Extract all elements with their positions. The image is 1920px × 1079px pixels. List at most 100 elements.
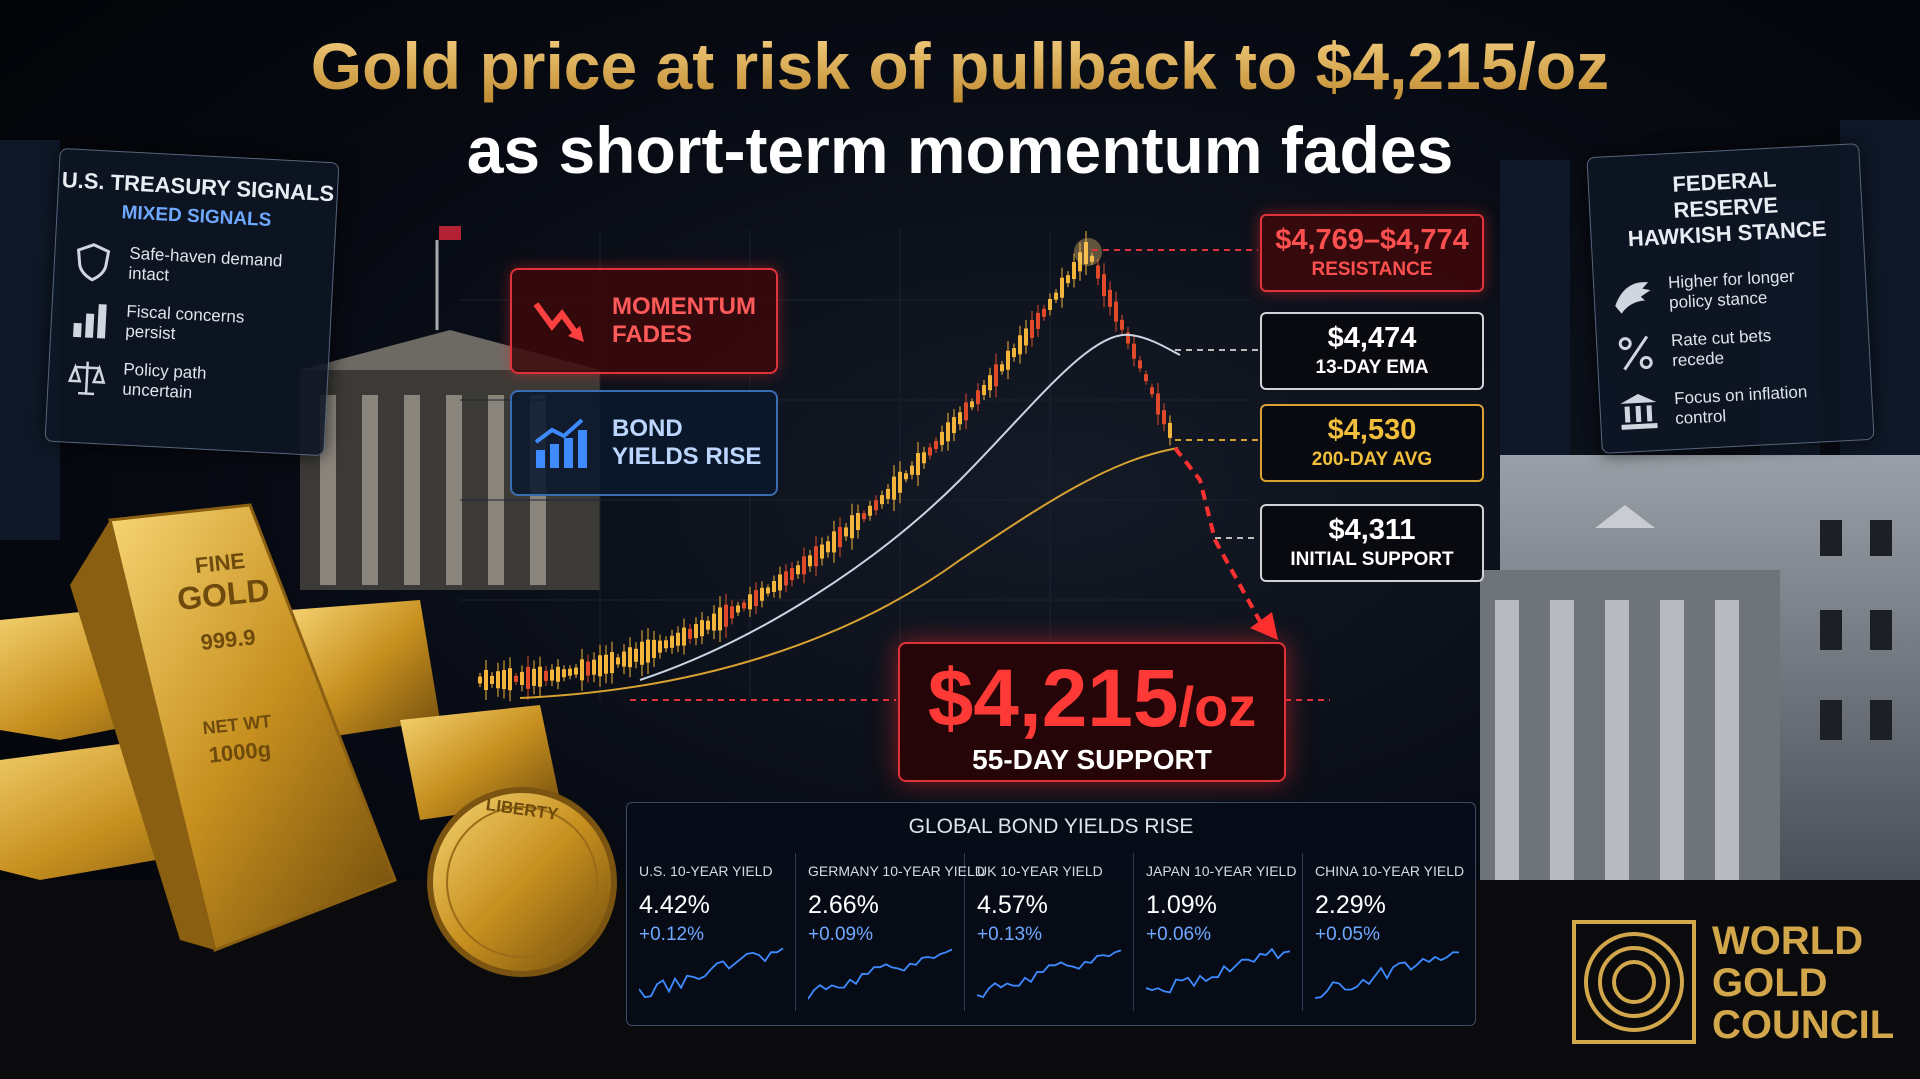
candle-body: [1024, 328, 1028, 346]
sparkline: [977, 949, 1122, 999]
yields-callout: BOND YIELDS RISE: [510, 390, 778, 496]
candle-body: [904, 473, 908, 480]
candle-body: [1000, 364, 1004, 372]
yield-column: U.S. 10-YEAR YIELD 4.42% +0.12%: [627, 853, 796, 1011]
level-price: $4,311: [1328, 514, 1416, 546]
candle-body: [1138, 360, 1142, 369]
stance-item: Focus on inflation control: [1617, 370, 1873, 441]
candle-body: [1072, 262, 1076, 280]
signal-item: Fiscal concerns persist: [68, 290, 331, 362]
yield-name: CHINA 10-YEAR YIELD: [1315, 863, 1465, 879]
logo-text: WORLD: [1712, 919, 1864, 963]
stance-text: Focus on inflation control: [1673, 382, 1808, 429]
candle-body: [1156, 393, 1160, 415]
level-price: $4,530: [1327, 414, 1417, 446]
candle-body: [706, 620, 710, 630]
candle-body: [610, 652, 614, 674]
percent-icon: [1618, 335, 1653, 371]
candle-body: [742, 602, 746, 609]
candle-body: [880, 495, 884, 505]
yields-title: GLOBAL BOND YIELDS RISE: [908, 815, 1194, 838]
candle-body: [628, 647, 632, 668]
candle-body: [1126, 332, 1130, 344]
candle-body: [1108, 289, 1112, 307]
candle-body: [700, 620, 704, 637]
candle-body: [544, 670, 548, 681]
candle-body: [676, 632, 680, 646]
candle-body: [502, 670, 506, 690]
candle-body: [1096, 265, 1100, 279]
candle-body: [640, 641, 644, 665]
yield-value: 2.29%: [1315, 891, 1386, 919]
candle-body: [820, 544, 824, 559]
sparkline-box: [1146, 947, 1291, 994]
sparkline-box: [808, 948, 953, 1000]
candle-body: [1150, 387, 1154, 395]
candle-body: [1162, 410, 1166, 425]
candle-body: [1078, 252, 1082, 272]
candle-body: [586, 661, 590, 676]
sparkline: [808, 948, 953, 1000]
candle-body: [850, 515, 854, 539]
fed-building: [1480, 455, 1920, 930]
arrow-head: [1250, 612, 1278, 640]
candle-body: [940, 431, 944, 445]
logo-mark: [1572, 920, 1696, 1044]
candle-body: [808, 555, 812, 567]
candle-body: [1030, 319, 1034, 338]
candle-body: [934, 440, 938, 449]
logo: WORLD GOLD COUNCIL: [1712, 920, 1894, 1046]
up-icon: [534, 418, 587, 468]
candle-body: [772, 581, 776, 593]
yield-column: GERMANY 10-YEAR YIELD 2.66% +0.09%: [796, 853, 985, 1011]
candle-body: [634, 648, 638, 662]
candle-body: [1060, 277, 1064, 298]
shield-icon: [76, 243, 111, 282]
candle-body: [814, 546, 818, 567]
candle-body: [682, 627, 686, 646]
ema-line: [639, 333, 1181, 681]
yield-name: U.S. 10-YEAR YIELD: [639, 863, 773, 879]
bar-engraving: FINE GOLD 999.9 NET WT 1000g: [139, 542, 321, 774]
eagle-icon: [1615, 282, 1651, 314]
candle-body: [988, 375, 992, 391]
candle-body: [994, 364, 998, 387]
candle-body: [784, 571, 788, 586]
callout-text: MOMENTUM FADES: [612, 293, 756, 348]
panel-title: FEDERAL RESERVE HAWKISH STANCE: [1627, 166, 1828, 252]
candle-body: [592, 659, 596, 675]
candle-body: [598, 655, 602, 677]
candle-body: [688, 628, 692, 639]
candle-body: [928, 447, 932, 456]
bond-yields-panel: GLOBAL BOND YIELDS RISE U.S. 10-YEAR YIE…: [626, 802, 1476, 1026]
stance-text: Rate cut bets recede: [1670, 325, 1772, 371]
candle-body: [838, 526, 842, 547]
title: Gold price at risk of pullback to $4,215…: [0, 28, 1920, 104]
candle-body: [562, 669, 566, 678]
candle-body: [748, 594, 752, 610]
level-box: $4,311 INITIAL SUPPORT: [1260, 504, 1484, 582]
candle-body: [832, 531, 836, 553]
candle-body: [970, 401, 974, 408]
signal-item: Safe-haven demand intact: [71, 232, 334, 304]
candle-body: [886, 488, 890, 499]
target-price: $4,215/oz: [900, 652, 1284, 746]
candle-body: [796, 565, 800, 575]
candle-body: [1012, 348, 1016, 358]
candle-body: [646, 639, 650, 663]
candle-body: [754, 590, 758, 607]
signal-text: Policy path uncertain: [121, 359, 207, 403]
candle-body: [760, 587, 764, 601]
yield-change: +0.13%: [977, 924, 1042, 945]
gold-bars: [0, 503, 560, 953]
level-connectors: [630, 249, 1330, 701]
candle-body: [922, 452, 926, 464]
candle-body: [574, 667, 578, 675]
candle-body: [1114, 301, 1118, 322]
signal-item: Policy path uncertain: [65, 348, 328, 420]
candle-body: [712, 613, 716, 631]
candle-body: [478, 676, 482, 684]
pullback-arrow: [1173, 446, 1264, 626]
